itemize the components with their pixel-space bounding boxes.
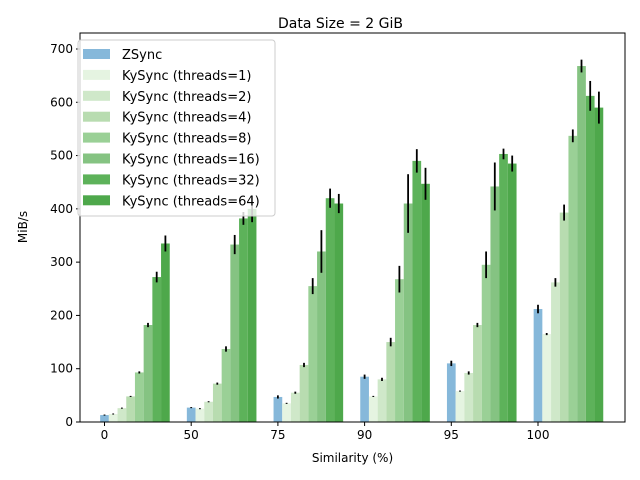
bar bbox=[568, 135, 578, 422]
bar bbox=[186, 407, 196, 422]
bar bbox=[230, 244, 240, 422]
bar bbox=[542, 334, 552, 422]
legend-label: ZSync bbox=[122, 48, 162, 63]
bar bbox=[334, 203, 344, 422]
bar bbox=[403, 203, 413, 422]
legend-swatch bbox=[83, 153, 110, 164]
x-tick-label: 90 bbox=[357, 428, 372, 442]
bar bbox=[386, 342, 396, 422]
bar bbox=[282, 403, 291, 422]
bar bbox=[212, 383, 222, 422]
bar bbox=[559, 212, 569, 422]
legend-swatch bbox=[83, 132, 110, 143]
legend-label: KySync (threads=8) bbox=[122, 132, 251, 147]
legend-label: KySync (threads=4) bbox=[122, 111, 251, 126]
y-tick-label: 0 bbox=[65, 415, 73, 429]
bar bbox=[499, 153, 508, 422]
bar bbox=[360, 376, 369, 422]
bar bbox=[290, 392, 300, 422]
y-tick-label: 300 bbox=[50, 255, 73, 269]
bar bbox=[239, 218, 248, 422]
bar bbox=[204, 401, 213, 422]
bar bbox=[594, 107, 604, 423]
bar bbox=[161, 243, 170, 422]
bar bbox=[395, 279, 404, 422]
y-tick-label: 100 bbox=[50, 362, 73, 376]
plot-area-frame bbox=[79, 32, 626, 423]
bar bbox=[143, 325, 153, 422]
bar bbox=[117, 408, 127, 422]
bar bbox=[421, 183, 430, 422]
x-tick-label: 95 bbox=[444, 428, 459, 442]
bar bbox=[585, 95, 595, 422]
legend-swatch bbox=[83, 195, 110, 206]
bar bbox=[551, 282, 560, 422]
bar bbox=[490, 186, 500, 422]
chart-title: Data Size = 2 GiB bbox=[278, 16, 403, 32]
bar bbox=[273, 396, 283, 422]
bar bbox=[317, 251, 326, 422]
bars-layer bbox=[100, 66, 604, 423]
bar bbox=[221, 348, 231, 422]
legend-frame bbox=[77, 39, 276, 217]
error-bars-layer bbox=[103, 59, 600, 416]
legend-label: KySync (threads=1) bbox=[122, 69, 251, 84]
bar bbox=[308, 286, 318, 422]
y-tick-label: 700 bbox=[50, 42, 73, 56]
legend-swatch bbox=[83, 111, 110, 122]
bar bbox=[446, 363, 456, 422]
bar bbox=[368, 396, 378, 422]
x-tick-label: 50 bbox=[184, 428, 199, 442]
bar bbox=[464, 372, 474, 422]
bar bbox=[134, 372, 144, 422]
bar bbox=[533, 309, 543, 422]
y-axis: 0 100 200 300 400 500 600 700 bbox=[50, 42, 80, 429]
legend-label: KySync (threads=16) bbox=[122, 153, 260, 168]
legend-swatch bbox=[83, 69, 110, 80]
y-tick-label: 600 bbox=[50, 95, 73, 109]
bar bbox=[377, 379, 387, 422]
bar bbox=[412, 160, 422, 422]
legend-swatch bbox=[83, 90, 110, 101]
legend-swatch bbox=[83, 49, 110, 59]
x-tick-label: 100 bbox=[527, 428, 550, 442]
bar bbox=[108, 414, 118, 422]
legend-label: KySync (threads=64) bbox=[122, 194, 260, 209]
bar bbox=[577, 66, 586, 422]
bar bbox=[126, 396, 135, 422]
legend-swatch bbox=[83, 174, 110, 185]
legend-label: KySync (threads=2) bbox=[122, 90, 251, 105]
legend: ZSync KySync (threads=1) KySync (threads=2… bbox=[77, 39, 276, 217]
x-tick-label: 75 bbox=[270, 428, 285, 442]
y-tick-label: 500 bbox=[50, 149, 73, 163]
y-tick-label: 200 bbox=[50, 308, 73, 322]
bar bbox=[152, 277, 162, 422]
bar bbox=[507, 163, 517, 422]
x-axis: 0 50 75 90 95 100 bbox=[101, 422, 550, 442]
bar bbox=[247, 208, 257, 422]
bar bbox=[325, 198, 335, 422]
x-tick-label: 0 bbox=[101, 428, 109, 442]
bar bbox=[100, 415, 109, 422]
bar bbox=[299, 364, 309, 422]
legend-label: KySync (threads=32) bbox=[122, 173, 260, 188]
x-axis-label: Similarity (%) bbox=[312, 451, 393, 465]
y-axis-label: MiB/s bbox=[16, 211, 30, 243]
bar bbox=[473, 325, 482, 422]
bar bbox=[195, 408, 205, 422]
y-tick-label: 400 bbox=[50, 202, 73, 216]
bar bbox=[481, 264, 491, 422]
bar bbox=[455, 391, 465, 422]
